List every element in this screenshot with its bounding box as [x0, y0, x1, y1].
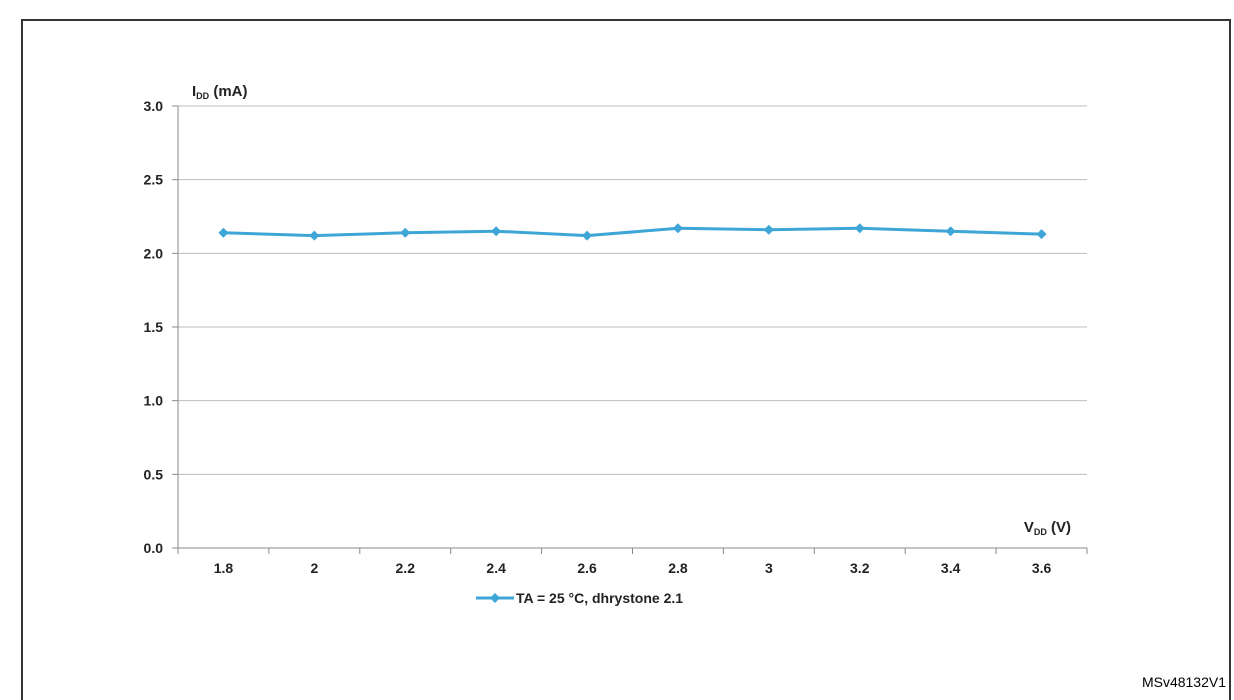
data-point-marker	[400, 227, 411, 238]
axes	[172, 105, 1088, 554]
x-tick-label: 3.6	[1032, 560, 1052, 576]
y-tick-label: 0.5	[144, 466, 164, 482]
x-tick-label: 3.4	[941, 560, 961, 576]
legend-label: TA = 25 °C, dhrystone 2.1	[516, 590, 683, 606]
data-point-marker	[945, 226, 956, 237]
labels: 0.0 0.5 1.0 1.5 2.0 2.5 3.0 1.8 2 2.2 2.4 2.6 2.8 3 3.…	[144, 83, 1071, 606]
y-tick-label: 1.0	[144, 393, 164, 409]
data-point-marker	[854, 223, 865, 234]
x-tick-label: 2.8	[668, 560, 688, 576]
data-point-marker	[763, 224, 774, 235]
x-tick-label: 3	[765, 560, 773, 576]
data-point-marker	[491, 226, 502, 237]
x-tick-label: 2	[310, 560, 318, 576]
y-tick-label: 0.0	[144, 540, 164, 556]
x-tick-label: 1.8	[214, 560, 234, 576]
legend-marker	[490, 593, 500, 603]
y-tick-label: 1.5	[144, 319, 164, 335]
y-tick-label: 2.5	[144, 172, 164, 188]
y-axis-label: IDD (mA)	[192, 83, 248, 101]
x-tick-label: 2.6	[577, 560, 597, 576]
data-point-marker	[218, 227, 229, 238]
series	[218, 223, 1047, 241]
x-tick-label: 2.2	[396, 560, 416, 576]
data-point-marker	[1036, 229, 1047, 240]
data-point-marker	[582, 230, 593, 241]
series-line	[223, 226, 1042, 238]
y-tick-label: 2.0	[144, 245, 164, 261]
data-point-marker	[672, 223, 683, 234]
x-axis-label: VDD (V)	[1024, 519, 1071, 537]
gridlines	[178, 105, 1087, 475]
data-point-marker	[309, 230, 320, 241]
y-tick-label: 3.0	[144, 98, 164, 114]
x-tick-label: 2.4	[486, 560, 506, 576]
x-tick-label: 3.2	[850, 560, 870, 576]
figure-id-label: MSv48132V1	[1141, 674, 1226, 690]
figure-frame	[21, 19, 1231, 700]
